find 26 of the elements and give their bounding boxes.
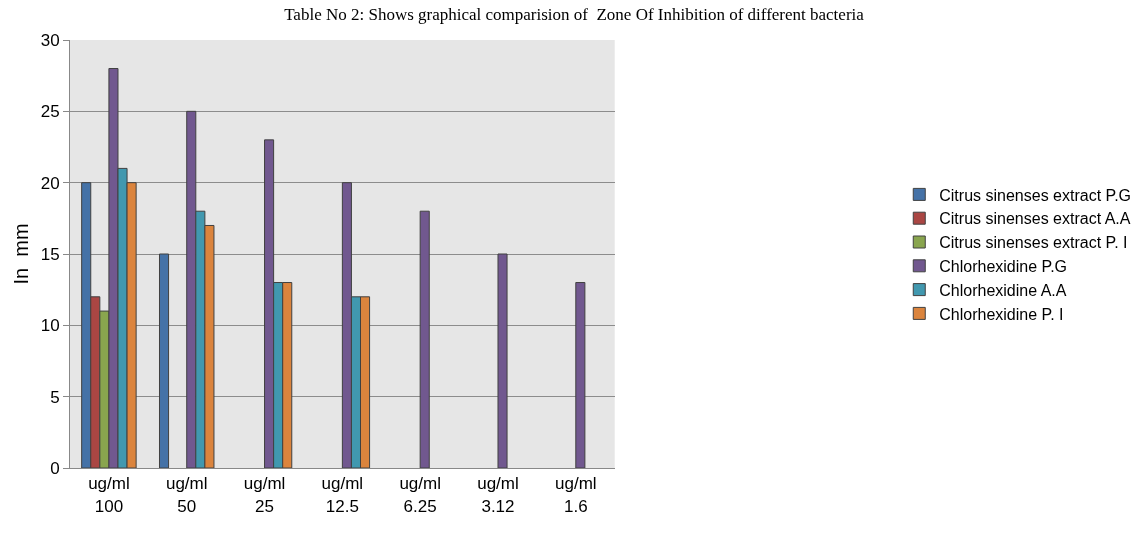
x-tick-label: ug/ml 50 bbox=[165, 474, 208, 516]
x-tick-label: ug/ml 1.6 bbox=[555, 474, 597, 516]
bar bbox=[158, 253, 170, 468]
bar bbox=[497, 253, 508, 468]
legend-label: Citrus sinenses extract P.G bbox=[939, 186, 1132, 204]
y-tick-label: 5 bbox=[50, 387, 60, 407]
y-axis-title: In mm bbox=[10, 223, 33, 285]
legend-label: Chlorhexidine P. I bbox=[939, 305, 1064, 323]
y-tick-label: 10 bbox=[40, 316, 60, 336]
y-tick-label: 25 bbox=[40, 102, 60, 122]
x-tick-label: ug/ml 25 bbox=[243, 474, 286, 516]
x-tick-label: ug/ml 12.5 bbox=[321, 474, 364, 516]
legend-label: Chlorhexidine P.G bbox=[939, 258, 1068, 276]
y-tick-label: 30 bbox=[40, 30, 60, 50]
x-tick-label: ug/ml 100 bbox=[88, 474, 130, 516]
x-tick-label: ug/ml 6.25 bbox=[399, 474, 441, 516]
y-tick-label: 15 bbox=[40, 244, 60, 264]
legend-label: Citrus sinenses extract P. I bbox=[939, 234, 1128, 252]
x-tick-label: ug/ml 3.12 bbox=[477, 474, 519, 516]
y-tick-label: 20 bbox=[40, 173, 60, 193]
legend-label: Citrus sinenses extract A.A bbox=[939, 210, 1131, 228]
bar bbox=[419, 210, 430, 468]
y-tick-label: 0 bbox=[50, 458, 60, 478]
bar bbox=[575, 282, 586, 468]
legend-label: Chlorhexidine A.A bbox=[939, 281, 1067, 299]
chart-title: Table No 2: Shows graphical comparision of Zone Of Inhibition of different bacteria bbox=[284, 5, 865, 25]
